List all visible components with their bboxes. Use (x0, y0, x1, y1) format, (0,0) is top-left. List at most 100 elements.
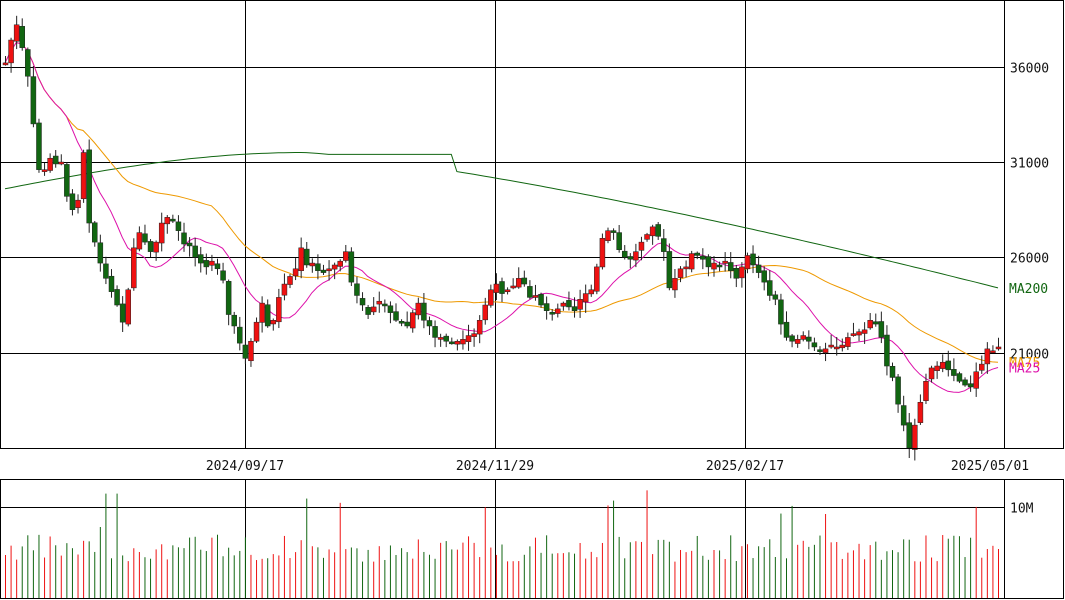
candle-body (499, 281, 505, 294)
candle-body (382, 303, 388, 307)
volume-tick-label: 10M (1010, 502, 1034, 517)
candle-body (343, 251, 349, 261)
candle-body (131, 247, 137, 289)
candle-body (649, 226, 656, 237)
candle-body (331, 264, 338, 270)
candle-body (817, 349, 823, 352)
candle-body (527, 286, 533, 298)
candle-body (264, 304, 271, 327)
candle-body (454, 340, 461, 345)
candle-body (967, 383, 974, 388)
candle-body (119, 303, 126, 323)
candle-body (147, 241, 154, 252)
candle-body (203, 260, 210, 268)
candle-body (733, 268, 740, 279)
candle-body (577, 299, 583, 310)
candle-body (359, 298, 366, 306)
candle-body (515, 278, 522, 288)
candle-body (532, 295, 539, 298)
candle-body (594, 266, 600, 292)
y-tick-label: 31000 (1010, 157, 1049, 172)
ma200-line (4, 152, 999, 289)
candle-body (460, 339, 466, 345)
candle-body (432, 326, 438, 338)
candle-body (142, 233, 148, 243)
volume-bars (5, 490, 999, 598)
candle-body (387, 305, 394, 313)
candles (2, 15, 1002, 461)
candle-body (25, 49, 31, 77)
candle-body (711, 262, 717, 270)
y-tick-label: 21000 (1010, 348, 1049, 363)
candle-body (108, 275, 115, 292)
candle-body (326, 268, 332, 272)
candle-body (415, 302, 422, 316)
candle-body (510, 285, 516, 289)
candle-body (225, 281, 232, 315)
ma25-line (4, 42, 999, 393)
ma25-label: MA25 (1009, 361, 1040, 376)
candle-body (242, 344, 249, 359)
ma75-label: MA75 (1009, 356, 1040, 371)
candle-body (778, 299, 784, 325)
candle-body (939, 361, 946, 369)
candle-body (627, 256, 634, 260)
candle-body (488, 289, 494, 306)
candle-body (655, 224, 661, 237)
candle-body (41, 169, 48, 172)
y-tick-label: 36000 (1010, 62, 1049, 77)
candle-body (69, 193, 76, 210)
candle-body (281, 283, 288, 296)
candle-body (560, 302, 567, 307)
candle-body (694, 252, 701, 256)
candle-body (956, 373, 963, 382)
candle-body (287, 276, 293, 285)
candle-body (878, 321, 885, 338)
candle-body (443, 335, 449, 342)
price-panel-frame (0, 0, 1064, 449)
candle-body (566, 300, 572, 308)
candle-body (231, 314, 237, 327)
candle-body (186, 242, 193, 247)
candle-body (661, 238, 667, 252)
candle-body (114, 289, 120, 306)
ma25-line-group (4, 42, 999, 393)
candle-body (884, 334, 890, 367)
candle-body (426, 320, 433, 327)
candle-body (421, 302, 427, 321)
candle-body (962, 379, 968, 386)
ma200-line-group (4, 152, 999, 289)
candle-body (945, 360, 952, 371)
y-tick-label: 26000 (1010, 252, 1049, 267)
candle-body (610, 230, 617, 233)
candle-body (900, 405, 907, 426)
candle-body (644, 234, 650, 240)
candle-body (209, 260, 215, 266)
candle-body (934, 365, 940, 371)
x-tick-label: 2025/05/01 (951, 459, 1029, 474)
candle-body (259, 302, 265, 323)
candle-body (270, 320, 277, 325)
candle-body (482, 304, 489, 321)
candle-body (912, 424, 918, 450)
candle-body (605, 230, 611, 242)
ma75-line-group (4, 42, 999, 363)
candle-body (13, 24, 20, 42)
candle-body (794, 339, 801, 344)
candle-body (437, 337, 444, 340)
candle-body (973, 371, 979, 389)
candle-body (677, 268, 684, 278)
candle-body (158, 222, 165, 244)
candle-body (867, 320, 873, 329)
candle-body (906, 422, 912, 449)
candle-body (806, 336, 812, 342)
candle-body (237, 326, 243, 344)
candle-body (103, 263, 109, 279)
candle-body (192, 245, 198, 258)
candle-body (666, 251, 673, 289)
candle-body (220, 270, 226, 281)
candle-body (125, 289, 131, 325)
candle-body (543, 303, 550, 311)
candle-body (990, 350, 996, 354)
